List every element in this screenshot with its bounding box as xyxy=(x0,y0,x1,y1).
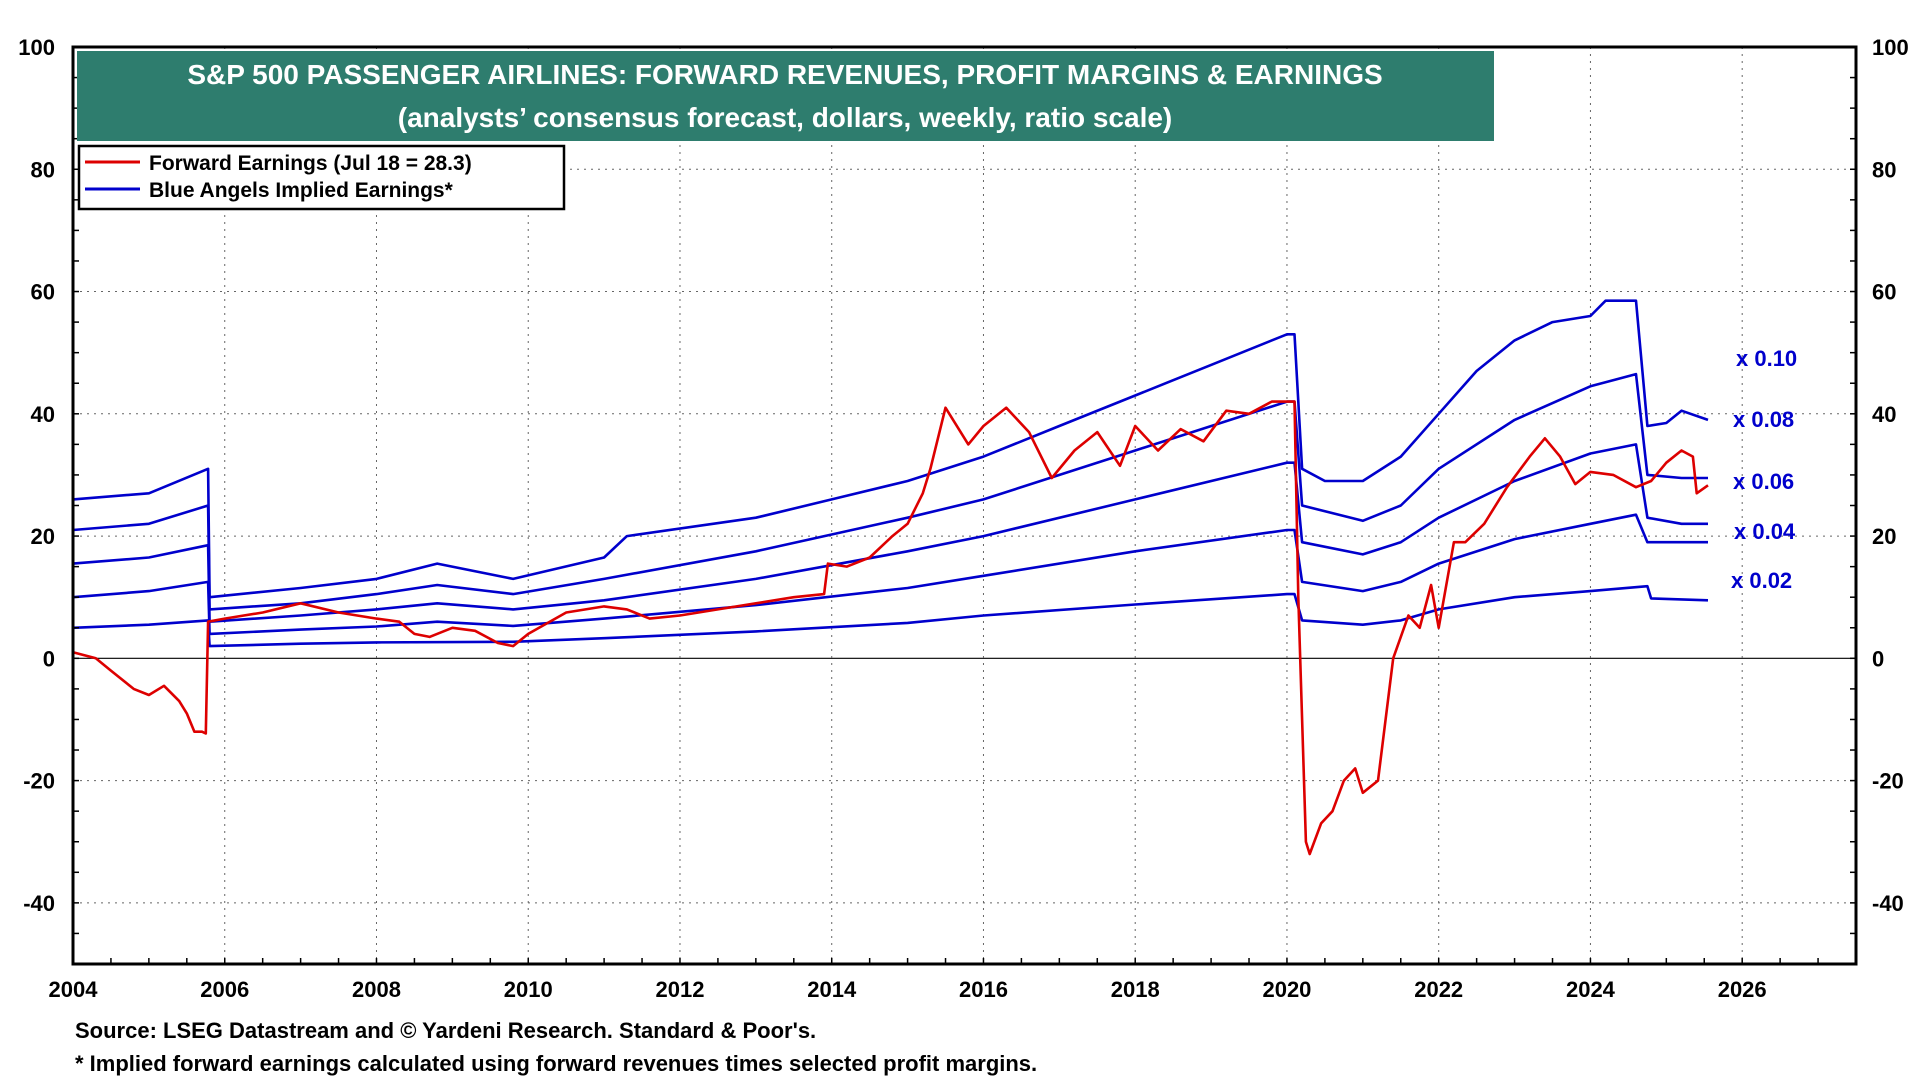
y-tick-label-right: -40 xyxy=(1872,891,1904,916)
x-tick-label: 2008 xyxy=(352,977,401,1002)
y-tick-label-left: 100 xyxy=(18,35,55,60)
x-tick-label: 2010 xyxy=(504,977,553,1002)
x-tick-label: 2018 xyxy=(1111,977,1160,1002)
legend-box xyxy=(77,144,566,211)
y-tick-label-left: -20 xyxy=(23,769,55,794)
x-tick-label: 2026 xyxy=(1718,977,1767,1002)
x-tick-label: 2006 xyxy=(200,977,249,1002)
series-line-x-0.02 xyxy=(72,584,1709,648)
x-tick-label: 2022 xyxy=(1414,977,1463,1002)
margin-label-0.02: x 0.02 xyxy=(1731,568,1792,593)
y-tick-label-right: 40 xyxy=(1872,402,1896,427)
implied-note: * Implied forward earnings calculated us… xyxy=(75,1051,1037,1076)
series-line-x-0.10 xyxy=(72,299,1709,599)
x-tick-label: 2004 xyxy=(49,977,99,1002)
margin-label-0.06: x 0.06 xyxy=(1733,469,1794,494)
y-tick-label-right: -20 xyxy=(1872,769,1904,794)
x-tick-label: 2012 xyxy=(656,977,705,1002)
y-tick-label-right: 20 xyxy=(1872,524,1896,549)
margin-label-0.08: x 0.08 xyxy=(1733,407,1794,432)
y-tick-label-left: 0 xyxy=(43,646,55,671)
y-tick-label-left: 20 xyxy=(31,524,55,549)
x-tick-label: 2020 xyxy=(1262,977,1311,1002)
y-tick-label-right: 80 xyxy=(1872,157,1896,182)
series-line-forward-earnings-jul-18-28.3- xyxy=(72,400,1709,856)
title-banner xyxy=(77,51,1494,141)
source-note: Source: LSEG Datastream and © Yardeni Re… xyxy=(75,1018,816,1043)
x-tick-label: 2016 xyxy=(959,977,1008,1002)
series-line-x-0.08 xyxy=(72,372,1708,611)
y-tick-label-right: 60 xyxy=(1872,280,1896,305)
y-tick-label-left: 40 xyxy=(31,402,55,427)
y-tick-label-right: 100 xyxy=(1872,35,1909,60)
margin-label-0.04: x 0.04 xyxy=(1734,519,1796,544)
x-tick-label: 2024 xyxy=(1566,977,1616,1002)
legend-label-implied: Blue Angels Implied Earnings* xyxy=(149,179,454,202)
y-tick-label-left: -40 xyxy=(23,891,55,916)
series-line-x-0.04 xyxy=(72,513,1708,636)
grid-layer xyxy=(73,47,1856,964)
chart-subtitle: (analysts’ consensus forecast, dollars, … xyxy=(398,102,1173,133)
y-tick-label-right: 0 xyxy=(1872,646,1884,671)
series-line-x-0.06 xyxy=(72,443,1708,624)
margin-label-0.10: x 0.10 xyxy=(1736,346,1797,371)
series-layer xyxy=(72,299,1709,856)
y-tick-label-left: 60 xyxy=(31,280,55,305)
y-tick-label-left: 80 xyxy=(31,157,55,182)
x-tick-label: 2014 xyxy=(807,977,857,1002)
legend-label-forward: Forward Earnings (Jul 18 = 28.3) xyxy=(149,152,472,175)
chart-title: S&P 500 PASSENGER AIRLINES: FORWARD REVE… xyxy=(187,59,1382,90)
